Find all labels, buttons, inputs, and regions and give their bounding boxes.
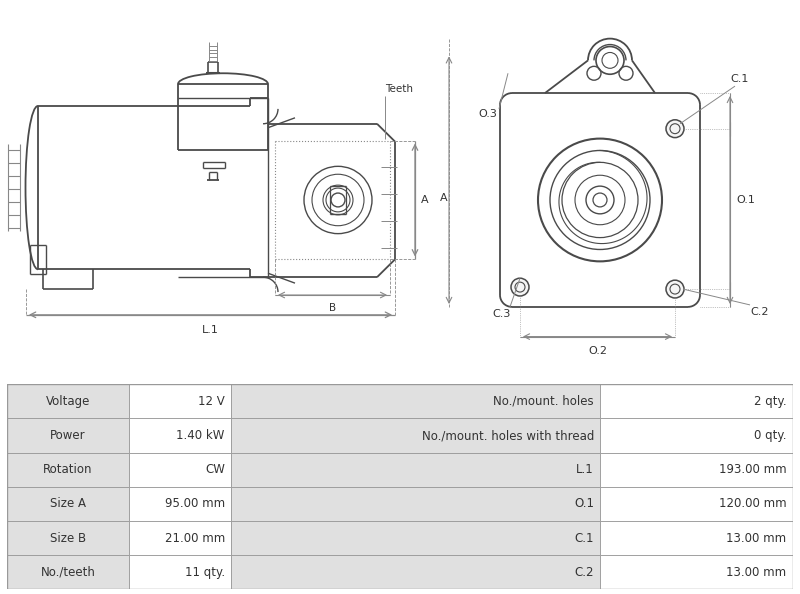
Text: L.1: L.1 — [202, 325, 219, 335]
FancyBboxPatch shape — [7, 521, 129, 555]
Text: L.1: L.1 — [576, 463, 594, 476]
Text: B: B — [329, 303, 336, 313]
Text: 11 qty.: 11 qty. — [185, 565, 225, 579]
FancyBboxPatch shape — [600, 453, 793, 487]
Text: No./mount. holes: No./mount. holes — [494, 395, 594, 408]
FancyBboxPatch shape — [129, 418, 231, 453]
Text: CW: CW — [205, 463, 225, 476]
FancyBboxPatch shape — [129, 521, 231, 555]
FancyBboxPatch shape — [231, 487, 600, 521]
Text: No./mount. holes with thread: No./mount. holes with thread — [422, 429, 594, 442]
Text: 1.40 kW: 1.40 kW — [177, 429, 225, 442]
Text: Size A: Size A — [50, 497, 86, 510]
Text: 95.00 mm: 95.00 mm — [165, 497, 225, 510]
Text: 13.00 mm: 13.00 mm — [726, 532, 786, 545]
Circle shape — [666, 280, 684, 298]
Text: Teeth: Teeth — [385, 84, 413, 94]
FancyBboxPatch shape — [231, 453, 600, 487]
Text: A: A — [421, 195, 429, 205]
Text: Rotation: Rotation — [43, 463, 93, 476]
FancyBboxPatch shape — [7, 487, 129, 521]
Text: C.2: C.2 — [750, 307, 769, 317]
FancyBboxPatch shape — [600, 418, 793, 453]
Text: Power: Power — [50, 429, 86, 442]
Text: O.1: O.1 — [736, 195, 755, 205]
Text: 13.00 mm: 13.00 mm — [726, 565, 786, 579]
Text: 193.00 mm: 193.00 mm — [719, 463, 786, 476]
FancyBboxPatch shape — [7, 453, 129, 487]
Text: 120.00 mm: 120.00 mm — [719, 497, 786, 510]
FancyBboxPatch shape — [129, 487, 231, 521]
FancyBboxPatch shape — [129, 384, 231, 418]
Text: O.3: O.3 — [478, 109, 497, 119]
FancyBboxPatch shape — [600, 487, 793, 521]
FancyBboxPatch shape — [129, 555, 231, 589]
FancyBboxPatch shape — [231, 521, 600, 555]
Circle shape — [666, 120, 684, 138]
Circle shape — [511, 278, 529, 296]
Text: 2 qty.: 2 qty. — [754, 395, 786, 408]
Text: 12 V: 12 V — [198, 395, 225, 408]
FancyBboxPatch shape — [231, 555, 600, 589]
Text: No./teeth: No./teeth — [41, 565, 95, 579]
Text: O.2: O.2 — [588, 346, 607, 356]
Text: 21.00 mm: 21.00 mm — [165, 532, 225, 545]
Text: 0 qty.: 0 qty. — [754, 429, 786, 442]
Text: C.1: C.1 — [731, 74, 749, 84]
FancyBboxPatch shape — [600, 521, 793, 555]
FancyBboxPatch shape — [231, 418, 600, 453]
FancyBboxPatch shape — [600, 384, 793, 418]
Text: A: A — [440, 193, 448, 203]
Text: Size B: Size B — [50, 532, 86, 545]
Text: C.1: C.1 — [574, 532, 594, 545]
FancyBboxPatch shape — [600, 555, 793, 589]
FancyBboxPatch shape — [7, 418, 129, 453]
Text: O.1: O.1 — [574, 497, 594, 510]
FancyBboxPatch shape — [7, 555, 129, 589]
FancyBboxPatch shape — [231, 384, 600, 418]
Text: Voltage: Voltage — [46, 395, 90, 408]
FancyBboxPatch shape — [7, 384, 129, 418]
Text: C.2: C.2 — [574, 565, 594, 579]
FancyBboxPatch shape — [129, 453, 231, 487]
Text: C.3: C.3 — [493, 309, 511, 319]
